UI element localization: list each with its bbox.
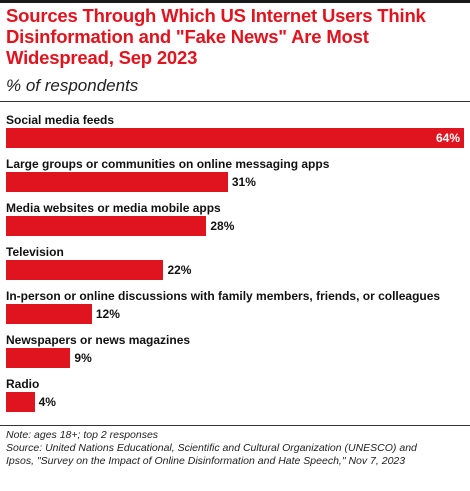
value-label: 12% [95, 307, 120, 321]
value-label: 22% [167, 263, 192, 277]
chart-subtitle: % of respondents [6, 76, 139, 95]
value-label: 4% [38, 395, 56, 409]
value-label: 9% [74, 351, 92, 365]
bar [6, 348, 71, 368]
bar [6, 128, 464, 148]
category-label: Social media feeds [6, 113, 115, 127]
category-label: Radio [6, 377, 40, 391]
footnote-note: Note: ages 18+; top 2 responses [6, 429, 159, 441]
bar [6, 260, 164, 280]
value-label: 64% [435, 131, 460, 145]
value-label: 31% [231, 175, 256, 189]
category-label: Large groups or communities on online me… [6, 157, 330, 171]
chart-title: Sources Through Which US Internet Users … [6, 5, 426, 68]
category-label: Television [6, 245, 64, 259]
footnote: Note: ages 18+; top 2 responses Source: … [6, 429, 466, 468]
category-label: In-person or online discussions with fam… [6, 289, 441, 303]
bar [6, 216, 207, 236]
bar [6, 304, 92, 324]
value-label: 28% [210, 219, 235, 233]
category-label: Media websites or media mobile apps [6, 201, 221, 215]
bar [6, 172, 228, 192]
footer-rule [0, 425, 470, 426]
footnote-source-line-1: Source: United Nations Educational, Scie… [6, 442, 417, 454]
subtitle-rule [0, 101, 470, 102]
top-rule [0, 0, 470, 3]
footnote-source-line-2: Ipsos, "Survey on the Impact of Online D… [6, 455, 406, 467]
category-label: Newspapers or news magazines [6, 333, 191, 347]
bar [6, 392, 35, 412]
